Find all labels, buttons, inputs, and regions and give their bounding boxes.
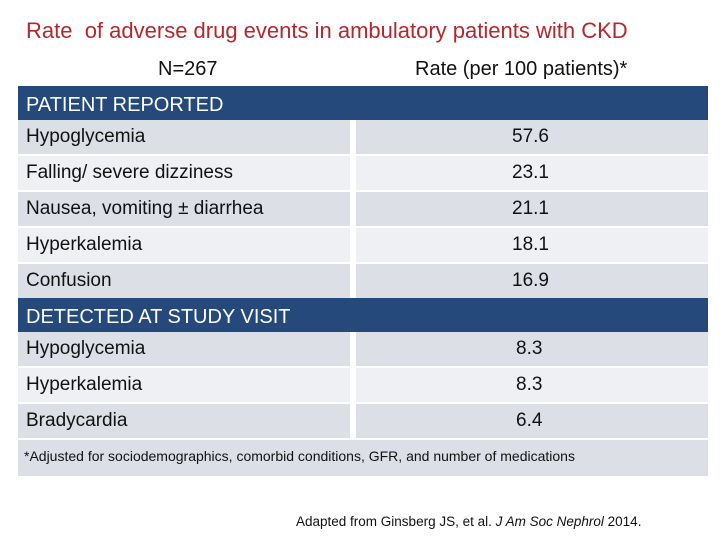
adverse-events-table: PATIENT REPORTED Hypoglycemia 57.6 Falli… bbox=[18, 86, 708, 476]
event-cell: Nausea, vomiting ± diarrhea bbox=[26, 198, 264, 219]
table-row: Hyperkalemia 8.3 bbox=[18, 366, 708, 402]
column-divider bbox=[350, 264, 356, 298]
event-cell: Falling/ severe dizziness bbox=[26, 162, 233, 183]
rate-cell: 23.1 bbox=[512, 162, 549, 183]
event-cell: Confusion bbox=[26, 270, 112, 291]
rate-header: Rate (per 100 patients)* bbox=[415, 58, 628, 80]
rate-cell: 6.4 bbox=[516, 410, 543, 431]
section-heading-detected-at-visit: DETECTED AT STUDY VISIT bbox=[18, 298, 708, 332]
section-heading-patient-reported: PATIENT REPORTED bbox=[18, 86, 708, 120]
event-cell: Hypoglycemia bbox=[26, 338, 146, 359]
rate-cell: 16.9 bbox=[512, 270, 549, 291]
rate-cell: 18.1 bbox=[512, 234, 549, 255]
event-cell: Hypoglycemia bbox=[26, 126, 146, 147]
slide-title: Rate of adverse drug events in ambulator… bbox=[26, 18, 628, 43]
rate-cell: 57.6 bbox=[512, 126, 549, 147]
column-divider bbox=[350, 156, 356, 190]
citation-journal: J Am Soc Nephrol bbox=[495, 514, 604, 529]
column-divider bbox=[350, 368, 356, 402]
n-header: N=267 bbox=[158, 58, 218, 80]
column-divider bbox=[350, 192, 356, 226]
column-divider bbox=[350, 228, 356, 262]
table-row: Bradycardia 6.4 bbox=[18, 402, 708, 438]
table-row: Falling/ severe dizziness 23.1 bbox=[18, 154, 708, 190]
column-divider bbox=[350, 120, 356, 154]
table-row: Hypoglycemia 8.3 bbox=[18, 332, 708, 366]
citation-suffix: 2014. bbox=[603, 514, 642, 529]
event-cell: Bradycardia bbox=[26, 410, 128, 431]
table-row: Hyperkalemia 18.1 bbox=[18, 226, 708, 262]
footnote: *Adjusted for sociodemographics, comorbi… bbox=[18, 438, 708, 476]
citation: Adapted from Ginsberg JS, et al. J Am So… bbox=[296, 514, 641, 529]
rate-cell: 21.1 bbox=[512, 198, 549, 219]
event-cell: Hyperkalemia bbox=[26, 234, 143, 255]
event-cell: Hyperkalemia bbox=[26, 374, 143, 395]
citation-prefix: Adapted from Ginsberg JS, et al. bbox=[296, 514, 496, 529]
column-divider bbox=[350, 404, 356, 438]
table-row: Nausea, vomiting ± diarrhea 21.1 bbox=[18, 190, 708, 226]
table-row: Hypoglycemia 57.6 bbox=[18, 120, 708, 154]
rate-cell: 8.3 bbox=[516, 338, 543, 359]
table-row: Confusion 16.9 bbox=[18, 262, 708, 298]
rate-cell: 8.3 bbox=[516, 374, 543, 395]
column-divider bbox=[350, 332, 356, 366]
